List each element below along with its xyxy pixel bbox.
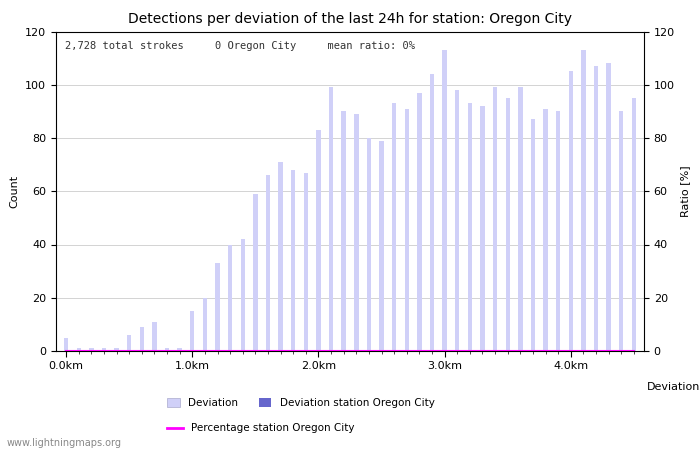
Bar [316, 130, 321, 351]
Bar [480, 106, 484, 351]
Bar [342, 112, 346, 351]
Bar [493, 87, 497, 351]
Bar [568, 72, 573, 351]
Bar [102, 348, 106, 351]
Bar [228, 244, 232, 351]
Bar [329, 87, 333, 351]
Bar [417, 93, 421, 351]
Bar [405, 109, 409, 351]
Bar [505, 98, 510, 351]
Text: 2,728 total strokes     0 Oregon City     mean ratio: 0%: 2,728 total strokes 0 Oregon City mean r… [65, 41, 415, 51]
Bar [631, 98, 636, 351]
Bar [216, 263, 220, 351]
Bar [203, 298, 207, 351]
Bar [253, 194, 258, 351]
Bar [379, 141, 384, 351]
Bar [455, 90, 459, 351]
Bar [594, 66, 598, 351]
Bar [279, 162, 283, 351]
Legend: Percentage station Oregon City: Percentage station Oregon City [167, 423, 354, 433]
Bar [518, 87, 523, 351]
Bar [392, 104, 396, 351]
Bar [619, 112, 624, 351]
Bar [606, 63, 611, 351]
Bar [367, 138, 371, 351]
Bar [127, 335, 132, 351]
Bar [76, 348, 81, 351]
Bar [177, 348, 182, 351]
Bar [304, 173, 308, 351]
Bar [139, 327, 144, 351]
Bar [114, 348, 119, 351]
Bar [266, 176, 270, 351]
Bar [581, 50, 586, 351]
Bar [89, 348, 94, 351]
Bar [190, 311, 195, 351]
Bar [291, 170, 295, 351]
Bar [354, 114, 358, 351]
Y-axis label: Count: Count [10, 175, 20, 208]
Bar [152, 322, 157, 351]
Text: Deviations: Deviations [648, 382, 700, 392]
Bar [556, 112, 561, 351]
Bar [430, 74, 434, 351]
Bar [531, 119, 536, 351]
Bar [468, 104, 472, 351]
Y-axis label: Ratio [%]: Ratio [%] [680, 166, 690, 217]
Bar [543, 109, 548, 351]
Bar [442, 50, 447, 351]
Bar [241, 239, 245, 351]
Text: www.lightningmaps.org: www.lightningmaps.org [7, 438, 122, 448]
Bar [164, 348, 169, 351]
Title: Detections per deviation of the last 24h for station: Oregon City: Detections per deviation of the last 24h… [128, 12, 572, 26]
Bar [64, 338, 69, 351]
